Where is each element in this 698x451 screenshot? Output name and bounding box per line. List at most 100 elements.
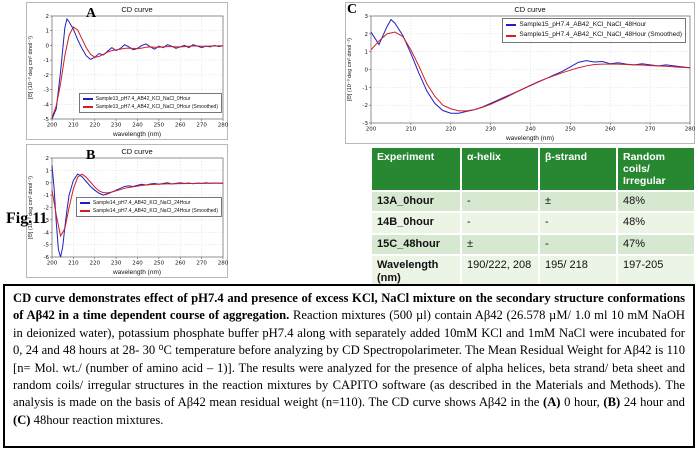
svg-text:-5: -5 bbox=[44, 117, 50, 123]
svg-text:0: 0 bbox=[46, 181, 50, 187]
series-line-swatch bbox=[79, 202, 90, 204]
x-axis-label: wavelength (nm) bbox=[505, 135, 555, 142]
cell-alpha-helix: - bbox=[460, 211, 540, 235]
chart-legend-c: Sample15_pH7.4_AB42_KCl_NaCl_48Hour Samp… bbox=[502, 18, 686, 43]
svg-text:220: 220 bbox=[446, 127, 457, 133]
col-header-alpha-helix: α-helix bbox=[460, 145, 540, 193]
caption-segment: (A) bbox=[543, 395, 561, 410]
series-line-swatch bbox=[506, 24, 517, 27]
legend-entry: Sample14_pH7.4_AB42_KCl_NaCl_24Hour bbox=[79, 199, 218, 207]
results-table: Experiment α-helix β-strand Random coils… bbox=[370, 145, 696, 291]
svg-text:200: 200 bbox=[47, 123, 58, 129]
svg-text:240: 240 bbox=[525, 127, 536, 133]
caption-segment: 24 hour and bbox=[620, 395, 685, 410]
svg-text:270: 270 bbox=[645, 127, 656, 133]
cd-chart-a: 200 210 220 230 240 250 260 270 280 -5 -4 -3 -2 -1 0 1 2 bbox=[44, 14, 229, 129]
cell-alpha-helix: ± bbox=[460, 232, 540, 256]
col-header-beta-strand: β-strand bbox=[538, 145, 618, 193]
svg-text:220: 220 bbox=[90, 261, 101, 267]
svg-text:-3: -3 bbox=[363, 121, 369, 127]
svg-text:0: 0 bbox=[365, 68, 369, 74]
legend-entry: Sample15_pH7.4_AB42_KCl_NaCl_48Hour (Smo… bbox=[506, 30, 682, 40]
cell-random-coils: 48% bbox=[616, 190, 696, 214]
svg-text:-4: -4 bbox=[44, 230, 50, 236]
svg-text:270: 270 bbox=[196, 123, 207, 129]
svg-text:1: 1 bbox=[365, 50, 369, 56]
chart-title-b: CD curve bbox=[121, 147, 153, 156]
svg-text:230: 230 bbox=[111, 261, 122, 267]
y-axis-label: [Θ] (10⁻³ deg cm² dmol⁻¹) bbox=[28, 176, 34, 239]
panel-letter-c: C bbox=[347, 2, 358, 17]
svg-text:280: 280 bbox=[218, 123, 229, 129]
cell-alpha-helix: - bbox=[460, 190, 540, 214]
svg-text:280: 280 bbox=[218, 261, 229, 267]
legend-entry: Sample15_pH7.4_AB42_KCl_NaCl_48Hour bbox=[506, 20, 682, 30]
legend-label: Sample15_pH7.4_AB42_KCl_NaCl_48Hour (Smo… bbox=[519, 31, 682, 39]
table-header-row: Experiment α-helix β-strand Random coils… bbox=[370, 145, 696, 193]
svg-text:210: 210 bbox=[406, 127, 417, 133]
cd-panel-a: CD curve [Θ] (10⁻³ deg cm² dmol⁻¹) 200 21… bbox=[26, 2, 229, 140]
figure-caption: CD curve demonstrates effect of pH7.4 an… bbox=[3, 284, 695, 448]
panel-letter-a: A bbox=[86, 6, 97, 21]
cell-beta-strand: ± bbox=[538, 190, 618, 214]
svg-text:270: 270 bbox=[196, 261, 207, 267]
col-header-random-coils: Random coils/ Irregular bbox=[616, 145, 696, 193]
svg-text:220: 220 bbox=[90, 123, 101, 129]
svg-text:250: 250 bbox=[154, 123, 165, 129]
svg-text:2: 2 bbox=[46, 156, 50, 162]
cell-random-coils: 47% bbox=[616, 232, 696, 256]
svg-text:2: 2 bbox=[365, 32, 369, 38]
svg-text:-1: -1 bbox=[363, 85, 368, 91]
cell-beta-strand: - bbox=[538, 232, 618, 256]
col-header-experiment: Experiment bbox=[370, 145, 462, 193]
svg-text:2: 2 bbox=[46, 14, 50, 20]
table-row: 15C_48hour ± - 47% bbox=[370, 232, 696, 256]
y-axis-label: [Θ] (10⁻³ deg cm² dmol⁻¹) bbox=[347, 38, 353, 101]
series-line-swatch bbox=[82, 106, 93, 108]
svg-text:-2: -2 bbox=[44, 73, 49, 79]
chart-title-c: CD curve bbox=[514, 5, 546, 14]
svg-text:230: 230 bbox=[111, 123, 122, 129]
svg-text:240: 240 bbox=[132, 123, 143, 129]
svg-text:-2: -2 bbox=[44, 206, 49, 212]
figure-label: Fig.11 bbox=[6, 210, 48, 227]
series-line-swatch bbox=[82, 98, 93, 100]
caption-segment: CD curve demonstrates effect of pH7.4 an… bbox=[13, 291, 685, 323]
svg-text:200: 200 bbox=[47, 261, 58, 267]
cell-random-coils: 48% bbox=[616, 211, 696, 235]
table-row: 13A_0hour - ± 48% bbox=[370, 190, 696, 214]
svg-text:-5: -5 bbox=[44, 243, 50, 249]
legend-label: Sample14_pH7.4_AB42_KCl_NaCl_24Hour (Smo… bbox=[92, 208, 218, 214]
cd-panel-c: CD curve [Θ] (10⁻³ deg cm² dmol⁻¹) 200 21… bbox=[345, 2, 696, 144]
caption-segment: Reaction mixtures (500 µl) contain Aβ42 … bbox=[13, 308, 686, 410]
svg-text:-4: -4 bbox=[44, 102, 50, 108]
cd-panel-b: CD curve [Θ] (10⁻³ deg cm² dmol⁻¹) 200 21… bbox=[26, 144, 229, 278]
chart-title-a: CD curve bbox=[121, 5, 153, 14]
cell-experiment: 13A_0hour bbox=[370, 190, 462, 214]
figure-caption-text: CD curve demonstrates effect of pH7.4 an… bbox=[13, 291, 685, 427]
svg-text:250: 250 bbox=[154, 261, 165, 267]
svg-text:0: 0 bbox=[46, 43, 50, 49]
legend-entry: Sample13_pH7.4_AB42_KCl_NaCl_0Hour bbox=[82, 95, 218, 103]
cell-experiment: 14B_0hour bbox=[370, 211, 462, 235]
legend-label: Sample13_pH7.4_AB42_KCl_NaCl_0Hour bbox=[95, 96, 191, 102]
svg-text:260: 260 bbox=[605, 127, 616, 133]
chart-legend-b: Sample14_pH7.4_AB42_KCl_NaCl_24Hour Samp… bbox=[75, 197, 222, 217]
panel-letter-b: B bbox=[86, 148, 96, 163]
svg-text:1: 1 bbox=[46, 29, 50, 35]
svg-text:3: 3 bbox=[365, 14, 369, 20]
caption-segment: (C) bbox=[13, 412, 34, 427]
caption-segment: 48hour reaction mixtures. bbox=[33, 412, 164, 427]
cell-experiment: 15C_48hour bbox=[370, 232, 462, 256]
x-axis-label: wavelength (nm) bbox=[112, 131, 162, 138]
legend-label: Sample15_pH7.4_AB42_KCl_NaCl_48Hour bbox=[519, 21, 647, 28]
svg-text:200: 200 bbox=[366, 127, 377, 133]
legend-label: Sample13_pH7.4_AB42_KCl_NaCl_0Hour (Smoo… bbox=[95, 104, 218, 110]
svg-text:-3: -3 bbox=[44, 218, 50, 224]
svg-text:210: 210 bbox=[68, 123, 79, 129]
caption-segment: 0 hour, bbox=[560, 395, 604, 410]
svg-text:-1: -1 bbox=[44, 193, 49, 199]
svg-text:250: 250 bbox=[565, 127, 576, 133]
svg-text:-6: -6 bbox=[44, 255, 50, 261]
